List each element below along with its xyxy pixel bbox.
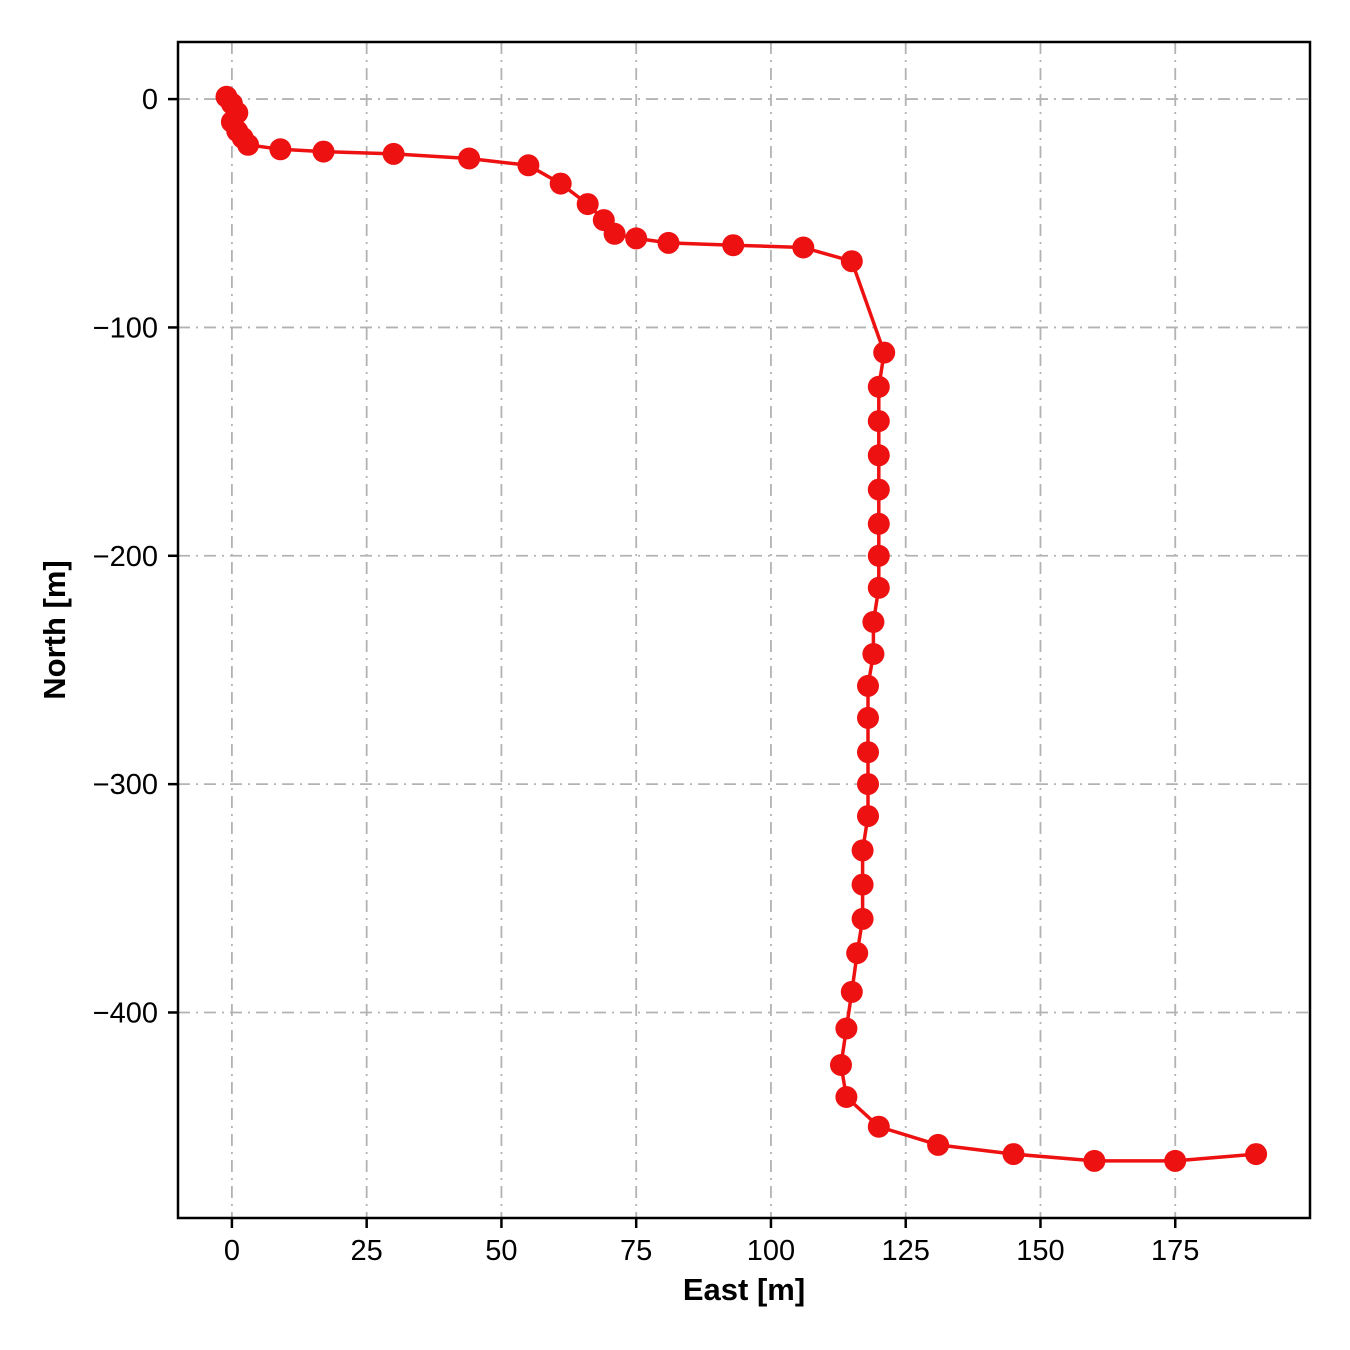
trajectory-marker — [549, 172, 572, 195]
trajectory-marker — [603, 222, 626, 245]
trajectory-marker — [857, 706, 879, 729]
trajectory-marker — [312, 140, 335, 163]
x-tick-label: 100 — [747, 1235, 795, 1267]
axes-spines — [176, 40, 1312, 1220]
trajectory-marker — [867, 576, 890, 599]
trajectory-marker — [862, 611, 885, 633]
trajectory-marker — [867, 375, 890, 398]
trajectory-marker — [846, 942, 869, 965]
trajectory-marker — [835, 1086, 858, 1108]
trajectory-marker — [867, 410, 890, 433]
trajectory-marker — [835, 1017, 858, 1040]
x-tick-label: 175 — [1151, 1235, 1199, 1267]
trajectory-marker — [873, 341, 896, 364]
trajectory-marker — [840, 980, 863, 1003]
trajectory-marker — [576, 193, 599, 216]
trajectory-marker — [867, 512, 890, 535]
trajectory-marker — [851, 907, 874, 930]
x-tick-label: 75 — [620, 1235, 652, 1267]
trajectory-marker — [237, 133, 260, 156]
trajectory-marker — [840, 250, 863, 273]
x-tick-label: 0 — [224, 1235, 240, 1267]
trajectory-marker — [867, 478, 890, 501]
trajectory-marker — [722, 234, 745, 257]
x-tick-label: 50 — [485, 1235, 517, 1267]
y-tick-label: −400 — [93, 997, 158, 1029]
trajectory-marker — [1083, 1149, 1106, 1172]
trajectory-marker — [857, 674, 879, 697]
x-axis-label: East [m] — [682, 1272, 806, 1307]
trajectory-marker — [1245, 1143, 1268, 1166]
trajectory-marker — [862, 643, 885, 665]
x-tick-label: 150 — [1016, 1235, 1064, 1267]
y-tick-label: −200 — [93, 541, 158, 573]
y-axis-label: North [m] — [37, 560, 72, 700]
trajectory-marker — [857, 741, 879, 764]
trajectory-marker — [625, 227, 648, 250]
y-tick-label: 0 — [142, 84, 158, 116]
trajectory-marker — [1002, 1143, 1025, 1166]
trajectory-marker — [269, 138, 292, 161]
trajectory-marker — [382, 142, 405, 165]
trajectory-marker — [657, 231, 680, 254]
trajectory-line — [224, 95, 1258, 1163]
x-tick-label: 25 — [351, 1235, 383, 1267]
y-tick-label: −300 — [93, 769, 158, 801]
trajectory-marker — [857, 805, 879, 828]
trajectory-marker — [458, 147, 481, 170]
trajectory-marker — [867, 544, 890, 567]
trajectory-marker — [830, 1054, 852, 1076]
trajectory-marker — [927, 1133, 950, 1156]
y-tick-label: −100 — [93, 312, 158, 344]
trajectory-marker — [851, 873, 874, 896]
x-tick-label: 125 — [882, 1235, 930, 1267]
trajectory-marker — [857, 773, 879, 796]
trajectory-marker — [1164, 1149, 1187, 1172]
trajectory-marker — [867, 1115, 890, 1138]
trajectory-marker — [867, 444, 890, 467]
trajectory-marker — [792, 236, 815, 259]
trajectory-marker — [851, 839, 874, 862]
trajectory-marker — [517, 154, 540, 177]
